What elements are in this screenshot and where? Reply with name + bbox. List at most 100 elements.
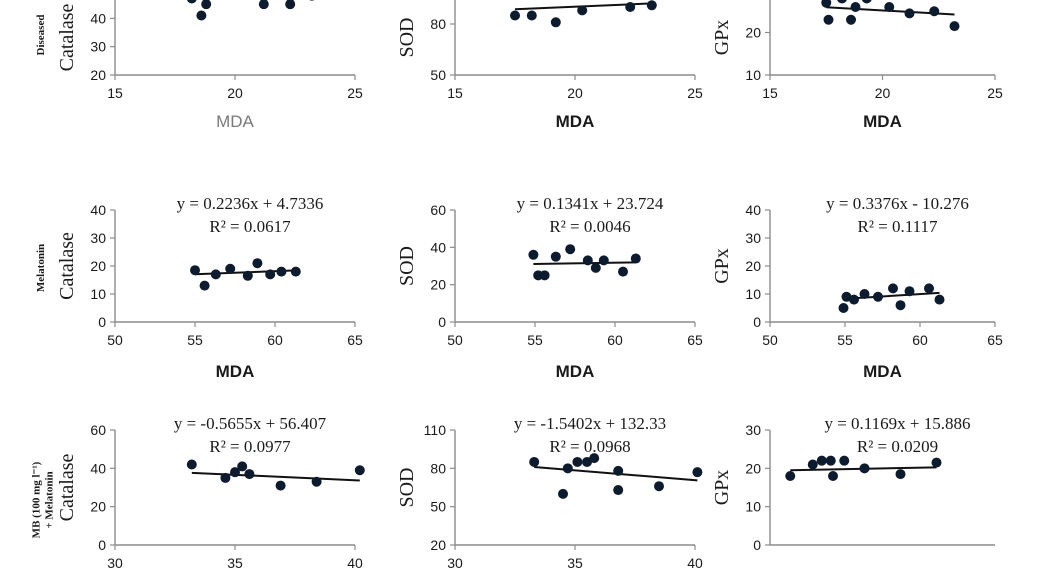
data-point	[244, 469, 255, 480]
data-point	[311, 476, 322, 487]
y-tick-label: 10	[90, 286, 106, 302]
data-point	[196, 10, 207, 21]
x-tick-label: 60	[267, 332, 283, 348]
x-tick-label: 65	[347, 332, 363, 348]
data-point	[904, 8, 915, 19]
x-tick-label: 25	[687, 85, 703, 101]
x-tick-label: 55	[187, 332, 203, 348]
x-tick-label: 65	[987, 332, 1003, 348]
data-point	[654, 481, 664, 492]
x-tick-label: 60	[607, 332, 623, 348]
y-tick-label: 0	[753, 537, 761, 553]
x-tick-label: 50	[447, 332, 463, 348]
y-tick-label: 20	[90, 499, 106, 515]
y-tick-label: 20	[430, 277, 446, 293]
y-tick-label: 20	[745, 25, 761, 41]
y-tick-label: 30	[745, 230, 761, 246]
r-squared: R² = 0.0968	[549, 437, 630, 456]
y-tick-label: 50	[430, 499, 446, 515]
data-point	[846, 14, 856, 25]
data-point	[275, 480, 286, 491]
trend-equation: y = 0.3376x - 10.276	[826, 194, 969, 213]
x-tick-label: 15	[762, 85, 778, 101]
data-point	[904, 286, 915, 297]
data-point	[309, 0, 315, 1]
data-point	[539, 270, 550, 281]
x-tick-label: 20	[227, 85, 243, 101]
x-tick-label: 25	[347, 85, 363, 101]
data-point	[630, 253, 641, 264]
y-tick-label: 30	[90, 39, 106, 55]
data-point	[839, 455, 850, 466]
x-tick-label: 65	[687, 332, 703, 348]
data-point	[577, 5, 588, 16]
data-point	[861, 0, 872, 4]
data-point	[201, 0, 212, 10]
r-squared: R² = 0.0977	[209, 437, 291, 456]
trend-equation: y = -0.5655x + 56.407	[174, 414, 327, 433]
data-point	[785, 471, 796, 481]
data-point	[807, 459, 818, 470]
data-point	[285, 0, 296, 10]
y-tick-label: 40	[90, 460, 106, 476]
panel-1-1: 0 20 40 60 50 55 60 65 MDA SOD y = 0.1341x + 23.72…	[396, 194, 703, 381]
y-axis-label: GPx	[711, 20, 733, 56]
data-point	[929, 6, 940, 17]
x-axis-label: MDA	[863, 112, 902, 131]
row-label-0: Diseased	[35, 15, 47, 56]
y-axis-label: SOD	[396, 467, 418, 507]
y-tick-label: 60	[90, 422, 106, 438]
x-axis-label: MDA	[556, 112, 595, 131]
data-point	[276, 266, 287, 277]
x-axis-label: MDA	[216, 112, 254, 131]
y-tick-label: 20	[90, 67, 106, 83]
data-point	[550, 17, 561, 28]
x-tick-label: 25	[987, 85, 1003, 101]
panel-2-0: 0 20 40 60 30 35 40 Catalase y = -0.5655x + 56.4…	[56, 414, 365, 571]
row-label-line: + Melatonin	[44, 471, 56, 528]
y-tick-label: 20	[90, 258, 106, 274]
data-point	[613, 465, 624, 476]
data-point	[873, 291, 883, 302]
row-label-1: Melatonin	[35, 244, 47, 292]
panel-2-1: 20 50 80 110 30 35 40 SOD y = -1.5402x + 132.33 R…	[396, 414, 703, 571]
data-point	[884, 2, 895, 12]
panel-0-2: 10 20 15 20 25 MDA GPx	[711, 0, 1003, 131]
y-axis-label: Catalase	[56, 454, 78, 522]
y-tick-label: 0	[438, 314, 446, 330]
x-tick-label: 50	[107, 332, 123, 348]
y-tick-label: 10	[745, 499, 761, 515]
data-point	[825, 455, 836, 466]
y-tick-label: 80	[430, 16, 446, 32]
trend-equation: y = 0.1341x + 23.724	[517, 194, 664, 213]
data-point	[290, 266, 301, 277]
data-point	[816, 455, 827, 466]
data-point	[837, 0, 847, 4]
data-point	[849, 294, 859, 305]
panel-2-2: 0 10 20 30 GPx y = 0.1169x + 15.886 R² = 0.020…	[711, 414, 995, 553]
r-squared: R² = 0.0209	[857, 437, 938, 456]
data-point	[187, 0, 197, 4]
data-point	[895, 300, 906, 311]
data-point	[558, 488, 568, 499]
y-tick-label: 0	[98, 314, 106, 330]
data-point	[230, 467, 240, 478]
r-squared: R² = 0.1117	[857, 217, 938, 236]
data-point	[510, 10, 520, 21]
data-point	[934, 294, 945, 305]
data-point	[572, 456, 583, 467]
data-point	[850, 2, 861, 12]
x-axis-label: MDA	[556, 362, 595, 381]
data-point	[841, 291, 852, 302]
panel-1-0: 0 10 20 30 40 50 55 60 65 MDA Catalase y = 0.2236x …	[56, 194, 363, 381]
x-tick-label: 40	[347, 555, 363, 571]
x-tick-label: 15	[107, 85, 123, 101]
y-tick-label: 110	[424, 422, 447, 438]
data-point	[821, 0, 832, 8]
data-point	[838, 303, 849, 313]
data-point	[526, 10, 537, 21]
data-point	[220, 472, 231, 483]
y-tick-label: 20	[430, 537, 446, 553]
trend-equation: y = 0.2236x + 4.7336	[177, 194, 324, 213]
